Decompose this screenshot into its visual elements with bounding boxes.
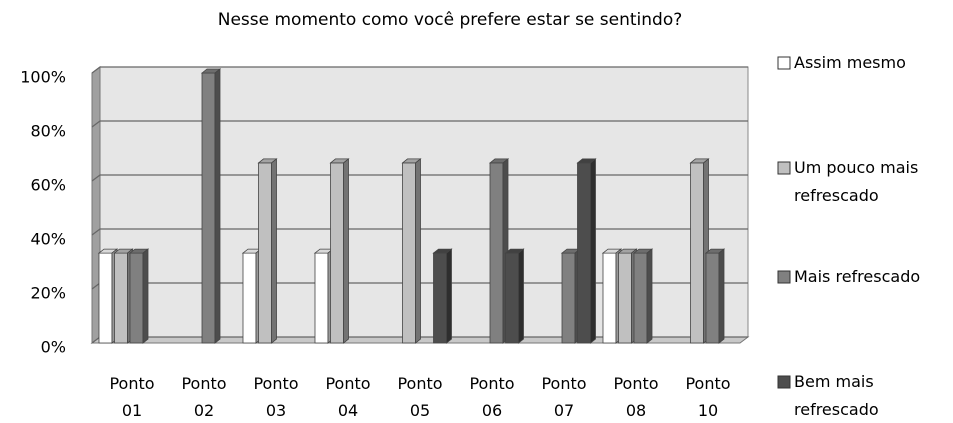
x-tick-label: Ponto 03 [253, 374, 299, 420]
x-tick-label: Ponto 08 [613, 374, 659, 420]
legend-swatch [777, 56, 791, 70]
legend-swatch [777, 161, 791, 175]
bar-front [242, 252, 257, 344]
y-tick-label: 100% [20, 68, 66, 87]
bar-side [214, 68, 221, 344]
grid-line [91, 120, 748, 128]
bar [200, 68, 222, 344]
x-tick-label: Ponto 06 [469, 374, 515, 420]
y-tick-label: 40% [30, 230, 66, 249]
bar-front [433, 252, 447, 344]
bar [401, 158, 422, 344]
bar-side [415, 158, 421, 344]
bar-side [142, 248, 149, 344]
y-tick-label: 80% [30, 122, 66, 141]
bar-front [618, 252, 632, 344]
bar-side [718, 248, 725, 344]
bar-front [402, 162, 416, 344]
bar [257, 158, 278, 344]
bar-front [129, 252, 144, 344]
x-tick-label: Ponto 02 [181, 374, 227, 420]
legend-swatch [777, 270, 791, 284]
bar-front [705, 252, 720, 344]
bar-front [577, 162, 591, 344]
bar-front [489, 162, 504, 344]
bar [704, 248, 726, 344]
y-tick-label: 60% [30, 176, 66, 195]
bar-front [633, 252, 648, 344]
legend-label: Bem mais refrescado [794, 372, 879, 419]
bar-front [201, 72, 216, 344]
x-tick-label: Ponto 04 [325, 374, 371, 420]
bar-front [561, 252, 576, 344]
bar-front [690, 162, 704, 344]
bar-front [505, 252, 519, 344]
legend-label: Um pouco mais refrescado [794, 158, 919, 205]
y-tick-label: 20% [30, 284, 66, 303]
grid-line [91, 174, 748, 182]
legend-label: Assim mesmo [794, 53, 906, 72]
bar-front [602, 252, 617, 344]
bar-front [330, 162, 344, 344]
bar [504, 248, 525, 344]
legend-label: Mais refrescado [794, 267, 921, 286]
legend-swatch [777, 375, 791, 389]
x-tick-label: Ponto 10 [685, 374, 731, 420]
bar-side [446, 248, 452, 344]
grid-line [91, 228, 748, 236]
y-tick-label: 0% [41, 338, 66, 357]
bar-side [590, 158, 596, 344]
bar-front [258, 162, 272, 344]
x-tick-label: Ponto 01 [109, 374, 155, 420]
bar [689, 158, 710, 344]
chart-title: Nesse momento como você prefere estar se… [218, 10, 683, 30]
bar-front [98, 252, 113, 344]
bar-front [314, 252, 329, 344]
bar-front [114, 252, 128, 344]
grid-line [91, 66, 748, 74]
x-tick-label: Ponto 07 [541, 374, 587, 420]
bar [432, 248, 453, 344]
bar-side [646, 248, 653, 344]
bar-side [518, 248, 524, 344]
bar [329, 158, 350, 344]
bar [576, 158, 597, 344]
bar [128, 248, 150, 344]
x-tick-label: Ponto 05 [397, 374, 443, 420]
bar-side [271, 158, 277, 344]
bar [632, 248, 654, 344]
bar-side [343, 158, 349, 344]
